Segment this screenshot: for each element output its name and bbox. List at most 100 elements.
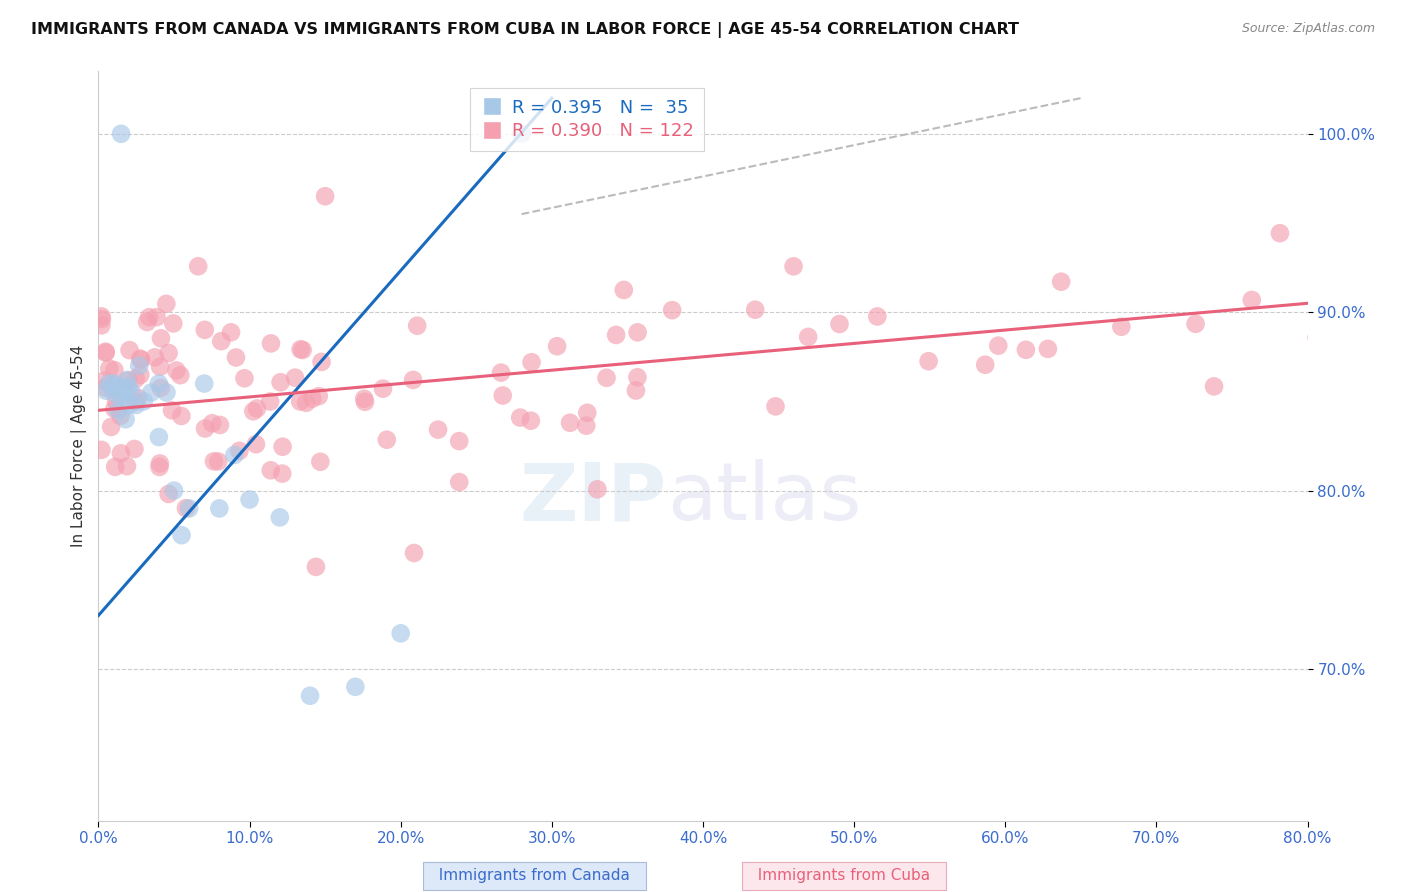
Point bbox=[94, 344, 117, 359]
Point bbox=[170, 528, 193, 542]
Point bbox=[94, 345, 117, 359]
Point bbox=[260, 336, 283, 351]
Point bbox=[125, 372, 148, 386]
Point bbox=[201, 416, 224, 430]
Point bbox=[138, 310, 160, 325]
Point bbox=[129, 352, 152, 367]
Point bbox=[245, 437, 267, 451]
Point bbox=[110, 127, 132, 141]
Point bbox=[162, 317, 184, 331]
Legend: R = 0.395   N =  35, R = 0.390   N = 122: R = 0.395 N = 35, R = 0.390 N = 122 bbox=[470, 88, 704, 151]
Point bbox=[112, 385, 135, 400]
Text: Immigrants from Canada: Immigrants from Canada bbox=[429, 869, 640, 883]
Point bbox=[90, 442, 112, 457]
Point bbox=[110, 391, 132, 405]
Point bbox=[124, 442, 146, 456]
Point bbox=[207, 454, 229, 468]
Point bbox=[782, 260, 804, 274]
Text: Immigrants from Cuba: Immigrants from Cuba bbox=[748, 869, 939, 883]
Y-axis label: In Labor Force | Age 45-54: In Labor Force | Age 45-54 bbox=[72, 345, 87, 547]
Point bbox=[94, 380, 117, 394]
Text: atlas: atlas bbox=[666, 459, 860, 538]
Point bbox=[242, 404, 264, 418]
Point bbox=[301, 392, 323, 406]
Point bbox=[309, 455, 332, 469]
Point bbox=[179, 501, 201, 516]
Point bbox=[1184, 317, 1206, 331]
Point bbox=[239, 492, 262, 507]
Point bbox=[626, 370, 648, 384]
Point bbox=[290, 343, 312, 357]
Point bbox=[98, 376, 121, 391]
Point bbox=[974, 358, 997, 372]
Point bbox=[744, 302, 766, 317]
Point bbox=[150, 331, 173, 345]
Point bbox=[127, 391, 149, 405]
Point bbox=[558, 416, 581, 430]
Point bbox=[308, 389, 330, 403]
Point bbox=[100, 420, 122, 434]
Point bbox=[114, 412, 136, 426]
Point bbox=[595, 371, 617, 385]
Point bbox=[194, 323, 217, 337]
Point bbox=[271, 467, 294, 481]
Point bbox=[115, 373, 138, 387]
Point bbox=[520, 355, 543, 369]
Point bbox=[170, 409, 193, 423]
Point bbox=[1268, 226, 1291, 240]
Point bbox=[353, 392, 375, 406]
Point bbox=[194, 421, 217, 435]
Point bbox=[354, 394, 377, 409]
Point bbox=[208, 417, 231, 432]
Point bbox=[1305, 330, 1327, 344]
Point bbox=[1369, 211, 1392, 226]
Point bbox=[132, 394, 155, 409]
Point bbox=[121, 385, 143, 400]
Point bbox=[208, 501, 231, 516]
Point bbox=[157, 346, 180, 360]
Point bbox=[626, 326, 648, 340]
Point bbox=[193, 376, 215, 391]
Text: IMMIGRANTS FROM CANADA VS IMMIGRANTS FROM CUBA IN LABOR FORCE | AGE 45-54 CORREL: IMMIGRANTS FROM CANADA VS IMMIGRANTS FRO… bbox=[31, 22, 1019, 38]
Point bbox=[917, 354, 939, 368]
Point bbox=[270, 376, 292, 390]
Point bbox=[90, 310, 112, 324]
Point bbox=[136, 315, 159, 329]
Point bbox=[105, 394, 128, 409]
Point bbox=[613, 283, 636, 297]
Point bbox=[163, 483, 186, 498]
Point bbox=[93, 374, 115, 388]
Point bbox=[765, 400, 787, 414]
Point bbox=[797, 330, 820, 344]
Point bbox=[1050, 275, 1073, 289]
Point bbox=[111, 380, 134, 394]
Point bbox=[1202, 379, 1225, 393]
Point bbox=[90, 318, 112, 333]
Point bbox=[118, 398, 141, 412]
Point bbox=[295, 396, 318, 410]
Point bbox=[987, 338, 1010, 352]
Point bbox=[94, 384, 117, 398]
Point bbox=[148, 430, 170, 444]
Point bbox=[546, 339, 568, 353]
Point bbox=[1036, 342, 1059, 356]
Point bbox=[375, 433, 398, 447]
Point bbox=[305, 559, 328, 574]
Point bbox=[1111, 319, 1133, 334]
Point bbox=[174, 501, 197, 516]
Point bbox=[449, 475, 471, 489]
Point bbox=[103, 376, 125, 391]
Point bbox=[149, 359, 172, 374]
Point bbox=[187, 260, 209, 274]
Point bbox=[284, 370, 307, 384]
Point bbox=[114, 385, 136, 400]
Point bbox=[103, 363, 125, 377]
Point bbox=[449, 434, 471, 449]
Point bbox=[290, 394, 312, 409]
Point bbox=[98, 361, 121, 376]
Point bbox=[155, 297, 177, 311]
Point bbox=[209, 334, 232, 348]
Point bbox=[224, 448, 246, 462]
Point bbox=[371, 382, 394, 396]
Point bbox=[269, 510, 291, 524]
